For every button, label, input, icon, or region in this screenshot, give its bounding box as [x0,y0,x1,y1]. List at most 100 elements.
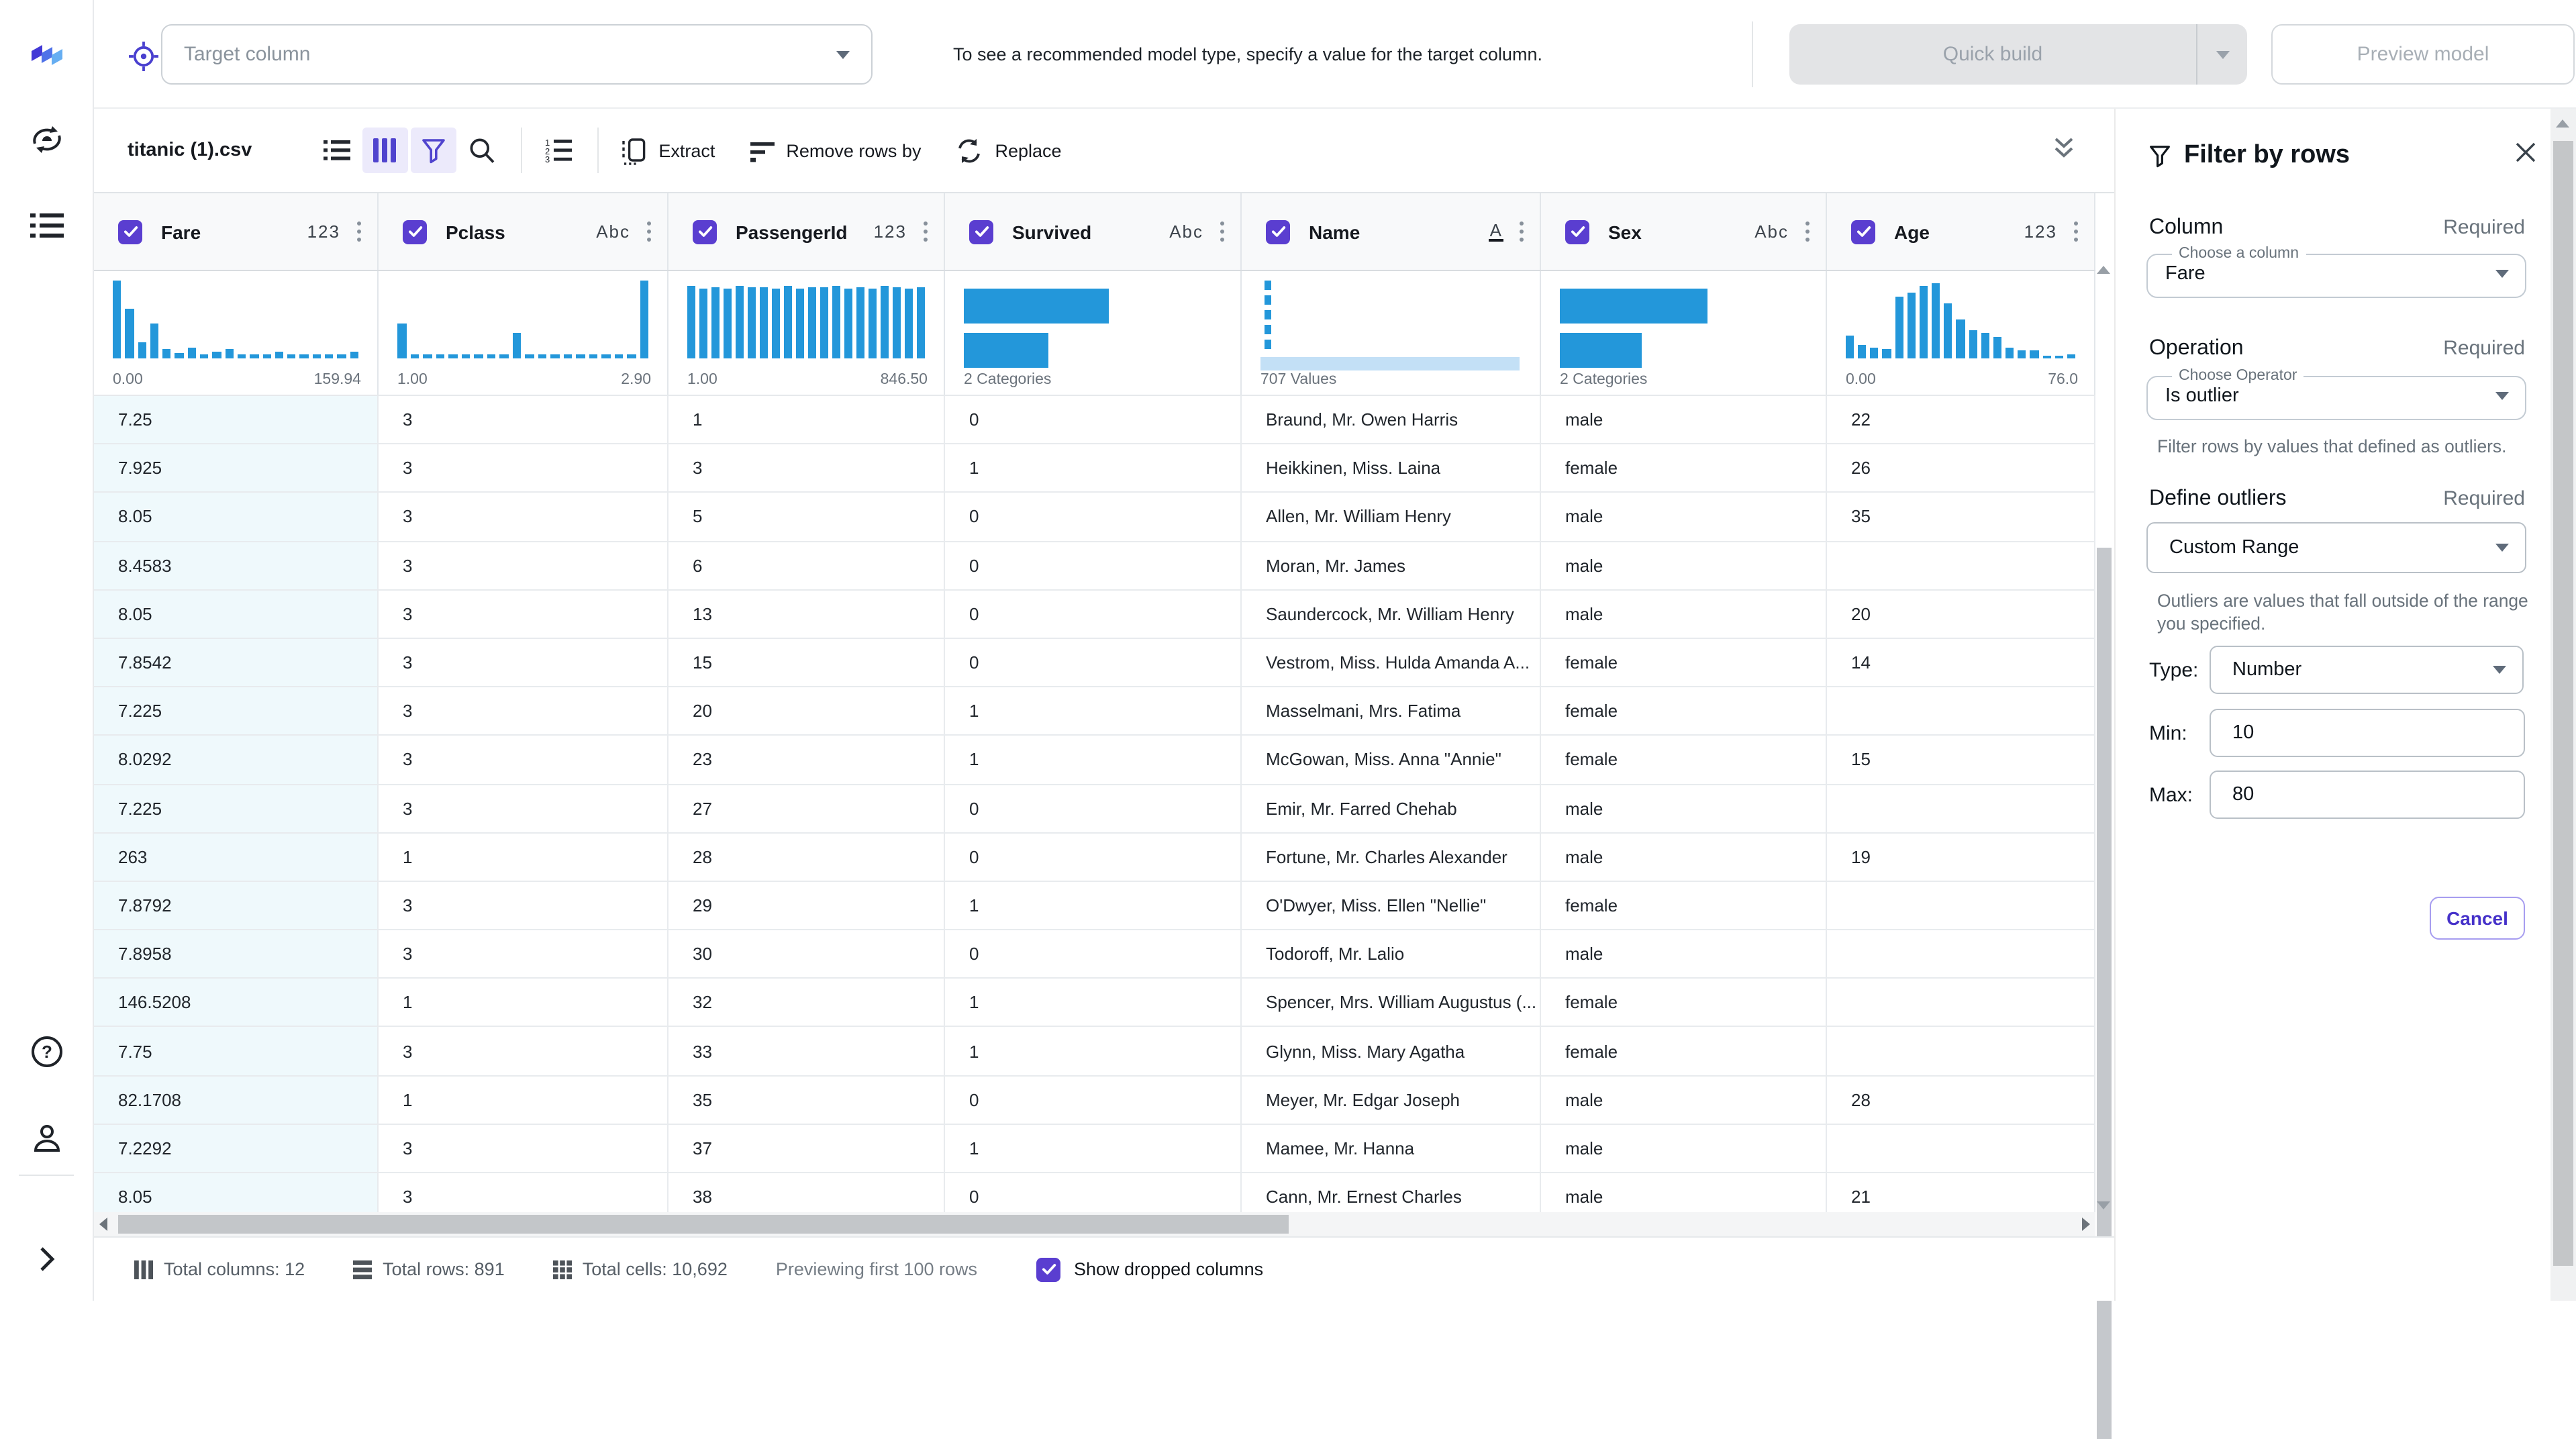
cancel-button[interactable]: Cancel [2430,897,2525,940]
table-cell: male [1541,785,1827,832]
extract-button[interactable]: Extract [620,136,715,164]
histogram-bar [212,352,221,358]
table-cell: Vestrom, Miss. Hulda Amanda A... [1242,638,1541,687]
histogram-bar [1993,337,2002,358]
table-row: 7.25 3 1 0 Braund, Mr. Owen Harris male 22 [94,396,2095,445]
table-cell: 35 [668,1076,945,1124]
column-menu-icon[interactable] [2073,221,2078,242]
search-icon[interactable] [458,128,504,173]
table-cell: 3 [668,444,945,492]
max-input[interactable] [2210,771,2525,819]
steps-list-icon[interactable] [30,212,63,246]
histogram-bar [525,354,534,358]
histogram-bar [808,287,816,358]
histogram-bar [699,289,707,358]
table-cell: 3 [379,396,668,444]
show-dropped-checkbox[interactable] [1036,1257,1060,1281]
min-input[interactable] [2210,709,2525,757]
page-scrollbar[interactable] [2550,109,2576,1301]
column-checkbox[interactable] [1266,219,1290,244]
table-cell: 20 [668,687,945,735]
column-menu-icon[interactable] [1519,221,1524,242]
scroll-up-icon[interactable] [2556,119,2569,128]
table-vertical-scrollbar[interactable] [2095,263,2113,1439]
total-cells-stat: Total cells: 10,692 [552,1259,728,1279]
column-select[interactable]: Choose a column Fare [2146,246,2526,298]
table-cell: male [1541,542,1827,589]
column-menu-icon[interactable] [356,221,361,242]
column-view-icon[interactable] [362,128,408,173]
show-dropped-columns-toggle[interactable]: Show dropped columns [1036,1257,1263,1281]
table-cell [1827,881,2095,930]
top-bar: Target column To see a recommended model… [94,0,2576,109]
column-menu-icon[interactable] [1220,221,1224,242]
close-icon[interactable] [2516,142,2536,169]
dataset-filename: titanic (1).csv [128,140,252,161]
operation-required-badge: Required [2443,337,2525,360]
table-cell: 8.0292 [94,736,379,783]
table-cell: 1 [945,736,1242,783]
histogram-axis-labels: 2 Categories [1560,372,1648,388]
table-cell: Glynn, Miss. Mary Agatha [1242,1027,1541,1075]
horizontal-scroll-thumb[interactable] [118,1215,1289,1234]
column-type-label: 123 [873,221,907,242]
table-cell: female [1541,1027,1827,1075]
table-row: 7.2292 3 37 1 Mamee, Mr. Hanna male [94,1124,2095,1173]
histogram-bar [711,287,720,358]
column-menu-icon[interactable] [923,221,928,242]
histogram-bar [350,352,358,358]
column-header-passengerid: PassengerId 123 [668,193,945,270]
scroll-down-icon[interactable] [2097,1201,2110,1209]
filter-funnel-icon[interactable] [410,128,456,173]
page-scroll-thumb[interactable] [2553,141,2573,1266]
expand-sidebar-icon[interactable] [38,1246,54,1279]
operator-select[interactable]: Choose Operator Is outlier [2146,368,2526,420]
table-cell: O'Dwyer, Miss. Ellen "Nellie" [1242,881,1541,930]
column-checkbox[interactable] [403,219,427,244]
target-column-select[interactable]: Target column [161,24,873,85]
histogram-bar [410,354,419,358]
unique-values-strip [1260,357,1520,370]
histogram-bar [2067,354,2075,358]
column-checkbox[interactable] [1851,219,1875,244]
quick-build-button[interactable]: Quick build [1789,24,2247,85]
histogram-bar [601,354,610,358]
scroll-left-icon[interactable] [99,1218,107,1231]
table-cell: 3 [379,444,668,492]
column-checkbox[interactable] [969,219,993,244]
column-checkbox[interactable] [693,219,717,244]
table-row: 7.225 3 20 1 Masselmani, Mrs. Fatima female [94,687,2095,736]
replace-button[interactable]: Replace [956,138,1062,163]
collapse-chevrons-icon[interactable] [2054,136,2074,164]
table-cell: 13 [668,590,945,638]
table-horizontal-scrollbar[interactable] [94,1212,2095,1236]
table-cell: Saundercock, Mr. William Henry [1242,590,1541,638]
histogram-bar [287,354,296,358]
histogram-bar [397,324,406,358]
category-bar [1560,333,1642,368]
quick-build-dropdown[interactable] [2196,24,2247,85]
left-nav-rail: ? [0,0,94,1301]
column-menu-icon[interactable] [646,221,651,242]
type-label: Type: [2149,659,2199,682]
profile-icon[interactable] [30,1122,62,1161]
column-histogram-sex: 2 Categories [1541,271,1827,395]
retrain-model-icon[interactable] [29,123,64,162]
scroll-right-icon[interactable] [2082,1218,2090,1231]
vertical-scroll-thumb[interactable] [2097,548,2112,1439]
list-view-icon[interactable] [313,128,359,173]
table-cell: 1 [945,1027,1242,1075]
histogram-bar [820,287,828,358]
column-checkbox[interactable] [118,219,142,244]
define-outliers-select[interactable]: Custom Range [2146,522,2526,573]
scroll-up-icon[interactable] [2097,266,2110,274]
help-icon[interactable]: ? [30,1035,63,1075]
column-menu-icon[interactable] [1805,221,1810,242]
histogram-axis-labels: 0.00 159.94 [113,372,361,388]
column-checkbox[interactable] [1565,219,1589,244]
histogram-bar [499,354,508,358]
preview-model-button[interactable]: Preview model [2271,24,2575,85]
type-select[interactable]: Number [2210,646,2524,694]
remove-rows-button[interactable]: Remove rows by [750,139,921,162]
